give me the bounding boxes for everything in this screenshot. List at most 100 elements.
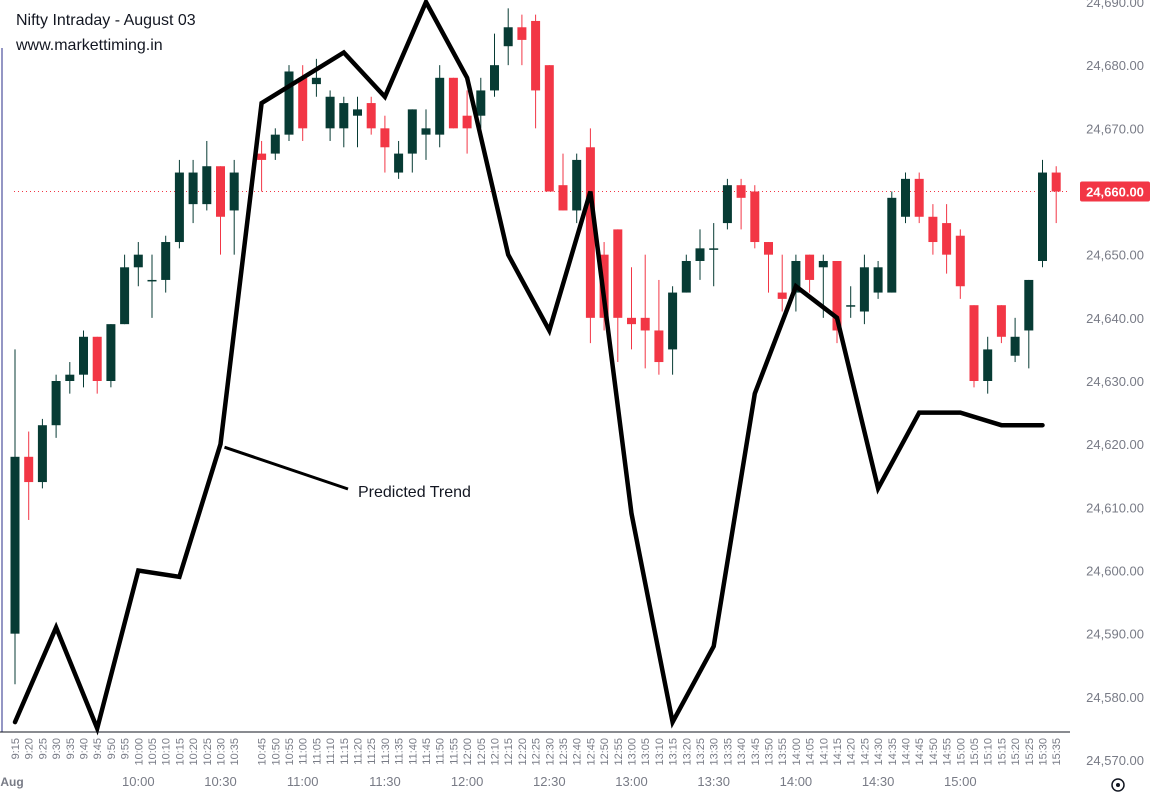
x-tick-label: 13:05 (640, 738, 652, 766)
x-major-label: 14:00 (780, 774, 813, 789)
candle-body (10, 456, 20, 634)
candle (1010, 317, 1020, 363)
x-major-label: 13:30 (697, 774, 730, 789)
x-tick-label: 10:25 (202, 738, 214, 766)
candle-body (37, 425, 47, 483)
candle (106, 324, 116, 388)
x-tick-label: 10:20 (188, 738, 200, 766)
candle (983, 336, 993, 394)
candle-body (805, 254, 815, 280)
x-tick-label: 9:20 (24, 738, 36, 759)
candle-body (613, 229, 623, 318)
candle-body (216, 166, 225, 217)
x-tick-label: 14:20 (846, 738, 858, 766)
candle (572, 153, 582, 224)
x-tick-label: 13:20 (681, 738, 693, 766)
candle-body (955, 235, 965, 287)
candle-body (558, 185, 568, 211)
candle-body (736, 185, 746, 198)
candle (79, 330, 88, 388)
candle-body (928, 216, 938, 243)
x-tick-label: 10:00 (133, 738, 145, 766)
candle-body (92, 336, 102, 381)
settings-icon (1111, 778, 1125, 792)
candle (270, 128, 280, 160)
x-tick-label: 12:00 (462, 738, 474, 766)
candle (133, 242, 143, 287)
candle (380, 115, 390, 173)
x-tick-label: 12:10 (490, 738, 502, 766)
candle (202, 140, 212, 211)
x-tick-label: 9:40 (79, 738, 91, 759)
candle-body (407, 109, 417, 154)
candle-body (24, 456, 34, 483)
candle-body (490, 65, 499, 91)
predicted-trend-line (12, 0, 1045, 736)
x-tick-label: 12:40 (572, 738, 584, 766)
candle (996, 305, 1006, 344)
x-tick-label: 15:20 (1010, 738, 1022, 766)
candle-body (366, 103, 376, 129)
candle-body (627, 317, 636, 325)
y-tick-label: 24,630.00 (1086, 374, 1144, 389)
x-tick-label: 14:10 (818, 738, 830, 766)
x-tick-label: 13:00 (627, 738, 639, 766)
candle-body (818, 260, 828, 268)
candle (503, 8, 513, 66)
candle-body (339, 103, 349, 129)
candle-body (353, 109, 362, 116)
x-tick-label: 10:55 (284, 738, 296, 766)
candle-body (681, 260, 691, 293)
x-tick-label: 10:35 (229, 738, 241, 766)
candle-body (750, 191, 760, 243)
x-tick-label: 13:50 (764, 738, 776, 766)
x-tick-label: 10:45 (257, 738, 269, 766)
x-tick-label: 12:50 (599, 738, 611, 766)
candle (709, 223, 719, 287)
candle-body (640, 317, 650, 331)
candle (257, 140, 267, 192)
candle (627, 267, 636, 350)
x-tick-label: 15:00 (955, 738, 967, 766)
candle (928, 204, 938, 255)
candle (654, 279, 664, 375)
x-major-label: 11:30 (369, 774, 401, 789)
candle-body (942, 223, 952, 255)
candle-body (106, 324, 116, 381)
x-tick-label: 12:05 (476, 738, 488, 766)
x-tick-label: 14:05 (805, 738, 817, 766)
x-tick-label: 11:15 (339, 738, 351, 765)
x-tick-label: 15:05 (969, 738, 981, 766)
candle-body (695, 248, 705, 261)
candle-body (914, 178, 924, 217)
candle (1051, 166, 1061, 224)
y-tick-label: 24,610.00 (1086, 500, 1144, 515)
x-tick-label: 9:50 (106, 738, 118, 759)
x-tick-label: 9:55 (120, 738, 132, 759)
candle-body (544, 65, 554, 192)
candle (325, 90, 335, 141)
x-tick-label: 9:45 (92, 738, 104, 759)
candle (531, 14, 541, 129)
candle (585, 128, 595, 344)
candle (859, 254, 869, 325)
candle-body (764, 242, 773, 255)
candle-body (51, 381, 61, 426)
x-tick-label: 15:15 (996, 738, 1008, 766)
x-tick-label: 10:10 (161, 738, 173, 766)
x-tick-label: 9:15 (10, 738, 22, 759)
candle (955, 229, 965, 299)
candle (51, 374, 61, 438)
candle-body (517, 27, 527, 40)
candle (448, 77, 458, 129)
x-tick-label: 11:10 (325, 738, 337, 765)
candle (366, 96, 376, 135)
y-tick-label: 24,650.00 (1086, 248, 1144, 263)
x-tick-label: 14:30 (873, 738, 885, 766)
y-tick-label: 24,600.00 (1086, 564, 1144, 579)
candle (311, 58, 321, 97)
x-tick-label: 11:50 (435, 738, 447, 765)
candle-body (585, 147, 595, 318)
x-tick-label: 9:30 (51, 738, 63, 759)
